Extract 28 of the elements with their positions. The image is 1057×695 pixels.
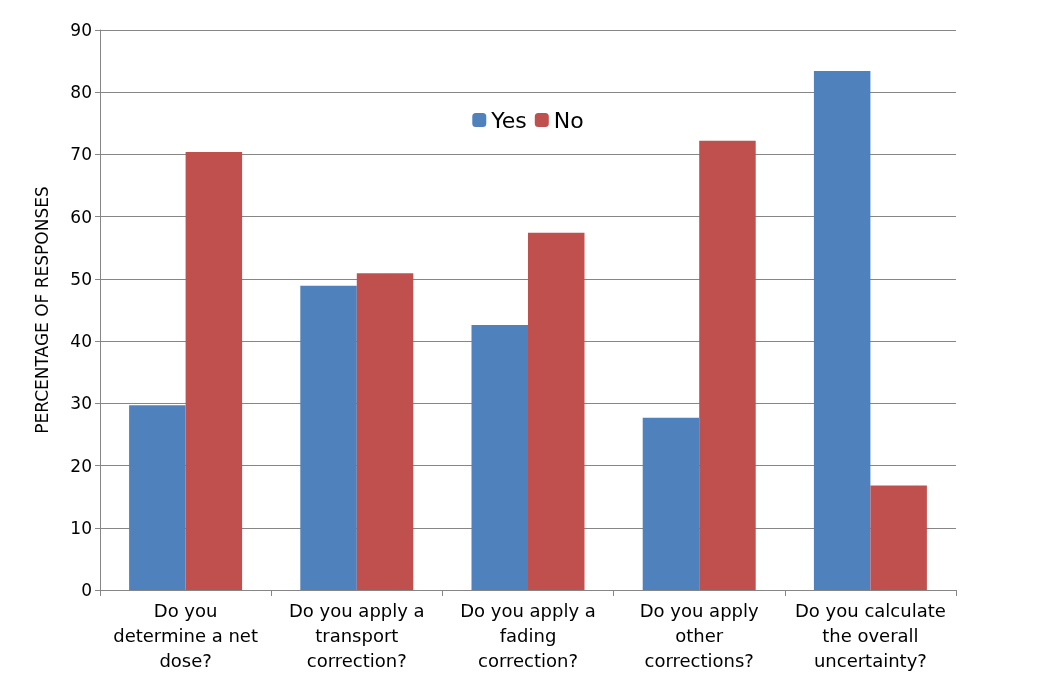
bar — [129, 405, 186, 590]
bar — [813, 71, 871, 590]
y-tick-label: 90 — [70, 20, 92, 40]
y-tick-label: 60 — [70, 206, 92, 227]
y-tick-label: 0 — [81, 580, 92, 600]
x-tick-label: Do you apply a fading correction? — [460, 600, 596, 671]
legend-label: Yes — [490, 107, 527, 133]
legend-label: No — [553, 107, 584, 133]
y-tick-label: 80 — [70, 82, 92, 103]
bar — [870, 485, 927, 590]
bar — [699, 140, 756, 590]
x-tick-label: Do you apply other corrections? — [639, 600, 759, 671]
y-tick-label: 50 — [70, 268, 92, 289]
bar — [300, 285, 357, 590]
y-tick-label: 10 — [70, 517, 92, 538]
y-tick-label: 30 — [70, 393, 92, 414]
y-axis-title: PERCENTAGE OF RESPONSES — [31, 186, 52, 434]
x-tick-label: Do you calculate the overall uncertainty? — [795, 600, 946, 671]
bar — [528, 232, 585, 590]
bar — [356, 273, 414, 590]
bar — [185, 151, 243, 590]
x-tick-label: Do you determine a net dose? — [113, 600, 258, 671]
y-tick-label: 40 — [70, 331, 92, 352]
y-tick-label: 20 — [70, 455, 92, 476]
bar — [642, 417, 700, 590]
x-tick-label: Do you apply a transport correction? — [288, 600, 425, 671]
bar — [471, 324, 528, 590]
y-tick-label: 70 — [70, 144, 92, 165]
